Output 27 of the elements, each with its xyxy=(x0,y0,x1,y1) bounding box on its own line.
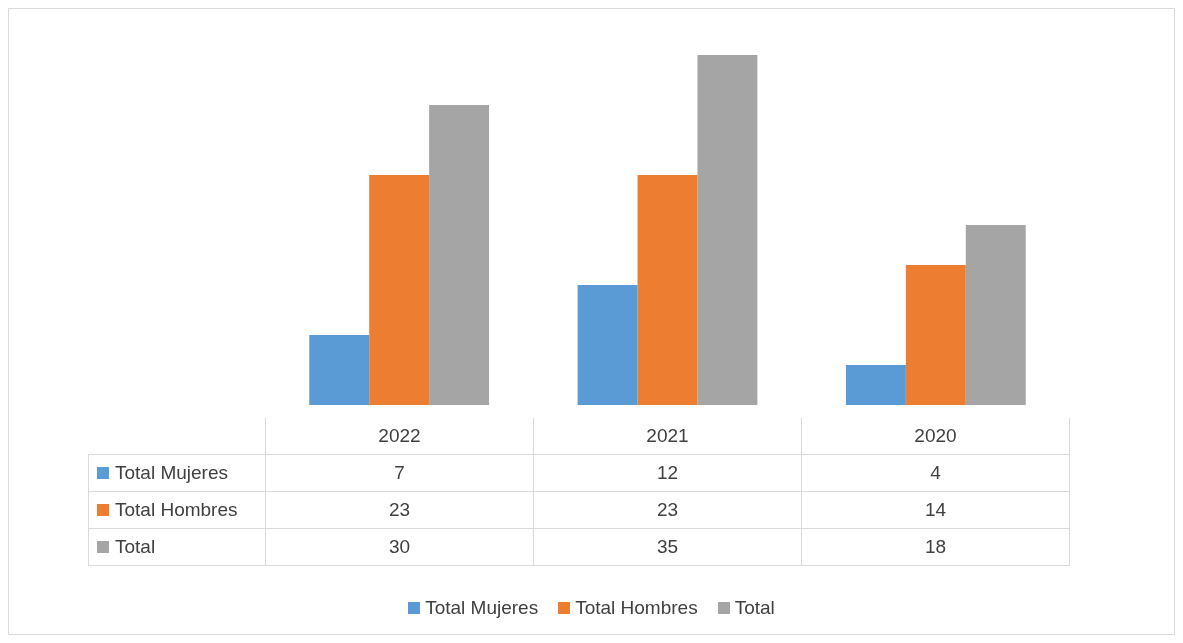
data-label: 12 xyxy=(533,454,802,492)
data-label: 4 xyxy=(801,454,1070,492)
legend-label: Total Mujeres xyxy=(88,454,266,492)
data-label: 14 xyxy=(801,491,1070,529)
text: Total Mujeres xyxy=(425,597,539,618)
bar xyxy=(845,365,906,405)
data-label: 30 xyxy=(265,528,534,566)
text: Total xyxy=(115,536,156,557)
bar xyxy=(905,265,966,405)
bar xyxy=(637,175,698,405)
data-label: 7 xyxy=(265,454,534,492)
data-label: 23 xyxy=(533,491,802,529)
x-tick-label: 2021 xyxy=(533,418,802,455)
bar xyxy=(429,105,490,405)
bar xyxy=(369,175,430,405)
bar xyxy=(965,225,1026,405)
data-label: 18 xyxy=(801,528,1070,566)
legend-label: Total Hombres xyxy=(88,491,266,529)
text: Total Hombres xyxy=(575,597,698,618)
x-tick-label: 2022 xyxy=(265,418,534,455)
bar xyxy=(697,55,758,405)
bar xyxy=(577,285,638,405)
x-tick-label: 2020 xyxy=(801,418,1070,455)
legend-label: Total xyxy=(733,596,775,620)
data-label: 35 xyxy=(533,528,802,566)
data-label: 23 xyxy=(265,491,534,529)
bar xyxy=(309,335,370,405)
